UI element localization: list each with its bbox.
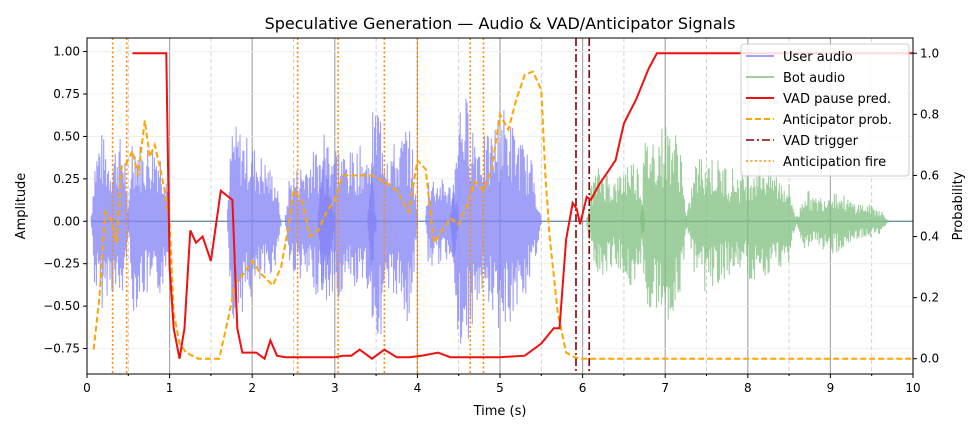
bot-audio-waveform [586,164,646,286]
y-axis-label-left: Amplitude [14,173,29,240]
x-tick-label: 7 [661,381,669,395]
y-right-tick-label: 0.0 [920,352,939,366]
x-tick-label: 5 [496,381,504,395]
y-left-tick-label: −0.25 [43,257,80,271]
y-left-tick-label: 0.00 [53,214,80,228]
y-left-tick-label: 0.50 [53,129,80,143]
y-left-tick-label: 0.25 [53,172,80,186]
chart-title: Speculative Generation — Audio & VAD/Ant… [265,14,736,33]
y-left-tick-label: −0.50 [43,299,80,313]
legend-label: VAD pause pred. [783,92,891,107]
y-left-tick-label: −0.75 [43,342,80,356]
legend-box [740,43,910,177]
user-audio-waveform [449,98,542,344]
y-axis-label-right: Probability [951,171,966,240]
user-audio-waveform [367,112,418,335]
x-tick-label: 3 [331,381,339,395]
y-right-tick-label: 1.0 [920,46,939,60]
x-tick-label: 9 [827,381,835,395]
x-tick-label: 10 [905,381,920,395]
legend-label: Anticipator prob. [783,113,892,128]
axes-layer: 0 1 2 3 4 5 6 7 8 9 10 −0.75 −0.50 −0.25 0.00 0.25 0.50 0… [43,37,939,395]
x-tick-label: 2 [248,381,256,395]
x-axis-label: Time (s) [473,404,527,419]
x-tick-label: 6 [579,381,587,395]
anticipator-prob-line [92,70,913,360]
event-lines-layer [111,38,591,374]
probability-lines-layer [92,52,913,361]
bot-audio-waveform [796,191,889,254]
legend-label: VAD trigger [783,134,859,149]
x-tick-label: 8 [744,381,752,395]
y-right-tick-label: 0.4 [920,230,939,244]
user-audio-waveform [90,135,129,308]
vad-pause-pred-line [132,52,913,361]
audio-layer [90,98,913,344]
y-left-tick-label: 1.00 [53,45,80,59]
legend-label: User audio [783,50,853,65]
user-audio-waveform [226,126,282,319]
x-tick-label: 1 [166,381,174,395]
y-right-tick-label: 0.2 [920,291,939,305]
legend: User audio Bot audio VAD pause pred. Antici… [740,43,910,177]
y-right-tick-label: 0.6 [920,168,939,182]
legend-label: Bot audio [783,71,845,86]
x-tick-label: 4 [414,381,422,395]
y-left-tick-label: 0.75 [53,87,80,101]
y-right-tick-label: 0.8 [920,107,939,121]
legend-label: Anticipation fire [783,155,886,170]
bot-audio-waveform [639,126,687,320]
bot-audio-waveform [685,158,798,292]
x-tick-label: 0 [83,381,91,395]
user-audio-waveform [317,134,377,301]
user-audio-waveform [127,145,171,311]
